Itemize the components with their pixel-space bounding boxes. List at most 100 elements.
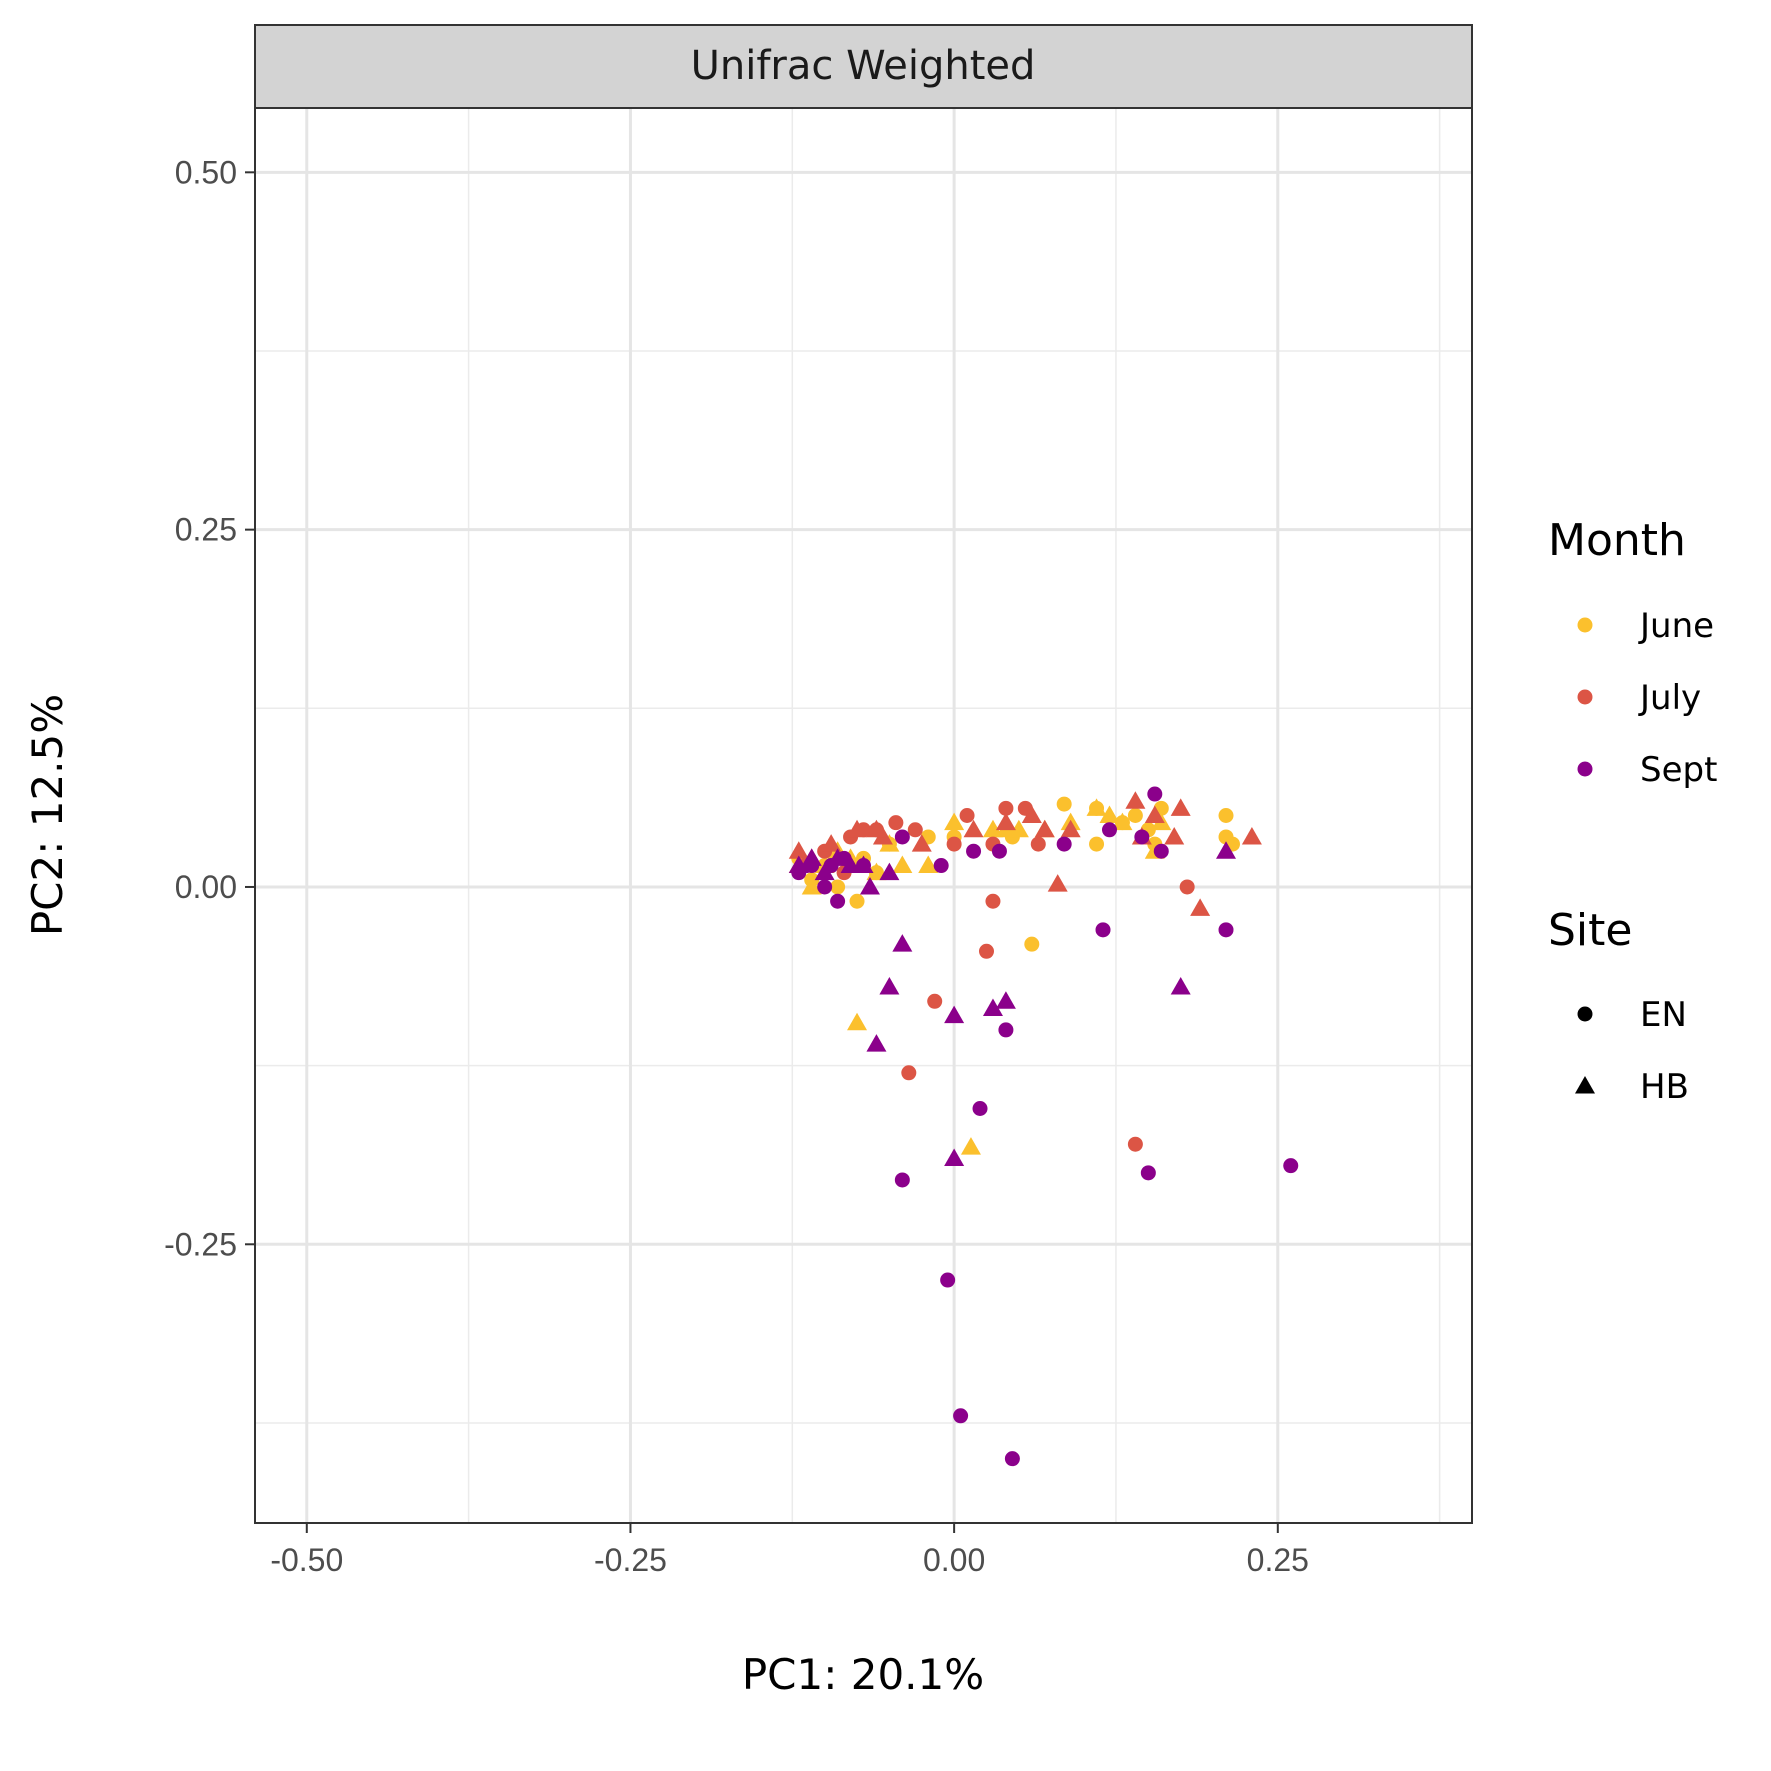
plot-border (254, 107, 1473, 1524)
legend-key-hb (1575, 1076, 1595, 1094)
axes: -0.50 -0.25 0.00 0.25 0.50 0.25 0.00 -0.25 (164, 154, 1309, 1578)
point-june-hb (1112, 812, 1133, 831)
point-june-hb (847, 1012, 868, 1031)
legend-site-items: EN HB (1575, 995, 1689, 1107)
y-tick-label: 0.00 (175, 869, 237, 905)
point-sept-en (1095, 922, 1111, 938)
point-sept-en (830, 893, 846, 909)
point-sept-hb (814, 862, 835, 881)
x-tick-label: -0.50 (270, 1542, 343, 1578)
point-sept-en (1101, 822, 1117, 838)
point-june-hb (982, 819, 1003, 838)
legend: Month June July Sept Site EN HB (1548, 515, 1717, 1107)
point-july-en (946, 836, 962, 852)
point-july-hb (911, 834, 932, 852)
point-july-en (907, 822, 923, 838)
point-sept-en (933, 858, 949, 874)
point-july-en (888, 815, 904, 831)
legend-label-en: EN (1640, 995, 1687, 1035)
point-sept-en (1153, 843, 1169, 859)
point-sept-en (972, 1101, 988, 1117)
legend-key-sept (1577, 761, 1593, 777)
point-sept-hb (1170, 977, 1191, 995)
point-sept-hb (982, 998, 1003, 1016)
point-july-hb (1034, 819, 1055, 838)
point-june-en (830, 879, 846, 895)
point-july-en (978, 943, 994, 959)
point-sept-en (1147, 786, 1163, 802)
point-sept-hb (840, 855, 861, 874)
point-sept-hb (892, 934, 913, 952)
point-sept-en (1218, 922, 1234, 938)
legend-month-items: June July Sept (1577, 606, 1717, 790)
point-june-en (1056, 796, 1072, 812)
y-tick-label: 0.50 (175, 154, 237, 190)
point-sept-hb (1216, 841, 1237, 859)
point-sept-en (998, 1022, 1014, 1038)
point-sept-en (1283, 1158, 1299, 1174)
point-july-en (985, 893, 1001, 909)
point-july-hb (1170, 798, 1191, 816)
point-sept-en (1056, 836, 1072, 852)
y-tick-label: 0.25 (175, 512, 237, 548)
point-july-en (1179, 879, 1195, 895)
point-sept-hb (788, 855, 809, 874)
point-sept-en (991, 843, 1007, 859)
x-tick-label: 0.25 (1247, 1542, 1309, 1578)
point-sept-en (953, 1408, 969, 1424)
point-july-hb (1164, 826, 1185, 845)
plot-panel (255, 108, 1472, 1523)
point-june-en (1024, 936, 1040, 952)
point-sept-hb (859, 876, 880, 895)
facet-strip (254, 24, 1473, 109)
legend-key-en (1577, 1006, 1593, 1022)
x-axis-title: PC1: 20.1% (742, 1650, 984, 1699)
point-june-hb (892, 855, 913, 874)
point-sept-hb (827, 848, 848, 866)
point-sept-hb (944, 1005, 965, 1024)
point-july-hb (1125, 791, 1146, 809)
point-sept-en (1140, 1165, 1156, 1181)
point-june-hb (960, 1137, 981, 1155)
point-july-en (959, 808, 975, 823)
point-sept-hb (879, 977, 900, 995)
point-june-hb (918, 855, 939, 874)
point-sept-en (1004, 1451, 1020, 1467)
point-july-en (1030, 836, 1046, 852)
point-june-en (1089, 836, 1105, 852)
point-july-hb (821, 834, 842, 852)
legend-key-july (1577, 689, 1593, 705)
point-sept-en (817, 879, 833, 895)
legend-title-month: Month (1548, 515, 1686, 566)
facet-title: Unifrac Weighted (691, 43, 1036, 89)
point-july-hb (847, 819, 868, 838)
point-july-hb (1190, 898, 1211, 916)
point-july-hb (866, 819, 887, 838)
point-june-en (849, 893, 865, 909)
legend-label-june: June (1638, 606, 1714, 646)
point-sept-en (894, 829, 910, 845)
point-sept-hb (944, 1148, 965, 1167)
legend-label-sept: Sept (1640, 750, 1717, 790)
point-june-hb (944, 812, 965, 831)
point-sept-en (940, 1272, 956, 1288)
point-june-en (1127, 808, 1143, 823)
point-sept-hb (801, 848, 822, 866)
legend-title-site: Site (1548, 905, 1632, 956)
legend-label-hb: HB (1640, 1067, 1689, 1107)
point-july-hb (1060, 819, 1081, 838)
point-sept-en (1134, 829, 1150, 845)
point-july-hb (995, 812, 1016, 831)
point-july-hb (788, 841, 809, 859)
point-july-hb (1241, 826, 1262, 845)
point-july-en (998, 800, 1014, 816)
point-july-en (1127, 1136, 1143, 1152)
point-july-hb (1144, 805, 1165, 823)
point-july-hb (1021, 805, 1042, 823)
point-sept-en (894, 1172, 910, 1188)
grid (255, 108, 1472, 1523)
point-june-hb (801, 876, 822, 895)
point-june-hb (1008, 819, 1029, 838)
point-june-hb (1086, 798, 1107, 816)
